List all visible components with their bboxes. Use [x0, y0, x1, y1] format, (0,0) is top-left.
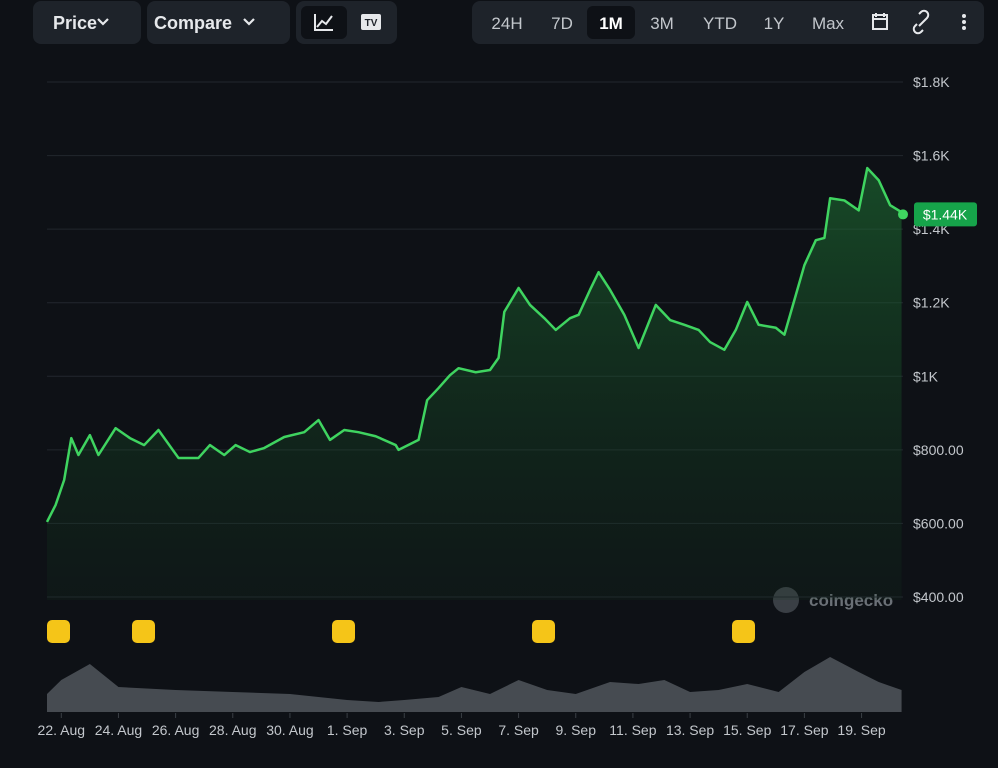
volume-area: [47, 657, 902, 712]
y-tick-label: $800.00: [913, 442, 964, 458]
x-tick-label: 30. Aug: [266, 722, 314, 738]
event-marker[interactable]: [732, 620, 755, 643]
event-marker[interactable]: [132, 620, 155, 643]
x-tick-label: 28. Aug: [209, 722, 257, 738]
x-tick-label: 17. Sep: [780, 722, 828, 738]
more-icon[interactable]: [962, 14, 966, 18]
x-tick-label: 13. Sep: [666, 722, 714, 738]
x-tick-label: 7. Sep: [498, 722, 539, 738]
dropdown-label: Price: [53, 13, 97, 33]
chevron-icon: [243, 18, 255, 26]
y-tick-label: $1.6K: [913, 148, 950, 164]
range-button[interactable]: 7D: [551, 14, 573, 33]
range-button[interactable]: 3M: [650, 14, 674, 33]
tradingview-icon[interactable]: [361, 14, 381, 30]
x-tick-label: 11. Sep: [609, 722, 656, 738]
x-tick-label: 5. Sep: [441, 722, 482, 738]
event-marker[interactable]: [47, 620, 70, 643]
chevron-icon: [97, 18, 109, 26]
event-marker[interactable]: [332, 620, 355, 643]
x-tick-label: 22. Aug: [38, 722, 86, 738]
y-tick-label: $600.00: [913, 515, 964, 531]
more-icon: [962, 26, 966, 30]
x-tick-label: 24. Aug: [95, 722, 143, 738]
x-tick-label: 9. Sep: [556, 722, 597, 738]
calendar-icon: [872, 13, 888, 30]
y-tick-label: $1.2K: [913, 295, 950, 311]
x-tick-label: 15. Sep: [723, 722, 771, 738]
dropdown-label: Compare: [154, 13, 232, 33]
event-markers: [47, 620, 755, 643]
current-price-badge: [914, 202, 977, 227]
x-tick-label: 1. Sep: [327, 722, 368, 738]
range-button[interactable]: 1Y: [764, 14, 785, 33]
range-button[interactable]: YTD: [703, 14, 737, 33]
range-button[interactable]: Max: [812, 14, 845, 33]
range-button[interactable]: 1M: [599, 14, 623, 33]
price-line: [45, 166, 903, 523]
active-range: [587, 6, 635, 39]
event-marker[interactable]: [532, 620, 555, 643]
x-tick-label: 3. Sep: [384, 722, 425, 738]
range-button[interactable]: 24H: [491, 14, 522, 33]
current-price-dot: [898, 209, 908, 220]
y-tick-label: $1K: [913, 368, 939, 384]
x-tick-label: 19. Sep: [837, 722, 885, 738]
more-icon: [962, 20, 966, 24]
price-dropdown[interactable]: [33, 1, 141, 44]
x-tick-label: 26. Aug: [152, 722, 200, 738]
current-price-label: $1.44K: [923, 206, 968, 222]
link-icon[interactable]: [912, 9, 930, 35]
price-area: [47, 168, 902, 601]
compare-dropdown[interactable]: [147, 1, 290, 44]
y-tick-label: $1.8K: [913, 74, 950, 90]
y-tick-label: $400.00: [913, 589, 964, 605]
line-chart-icon: [314, 14, 333, 31]
tradingview-glyph: TV: [365, 18, 378, 29]
